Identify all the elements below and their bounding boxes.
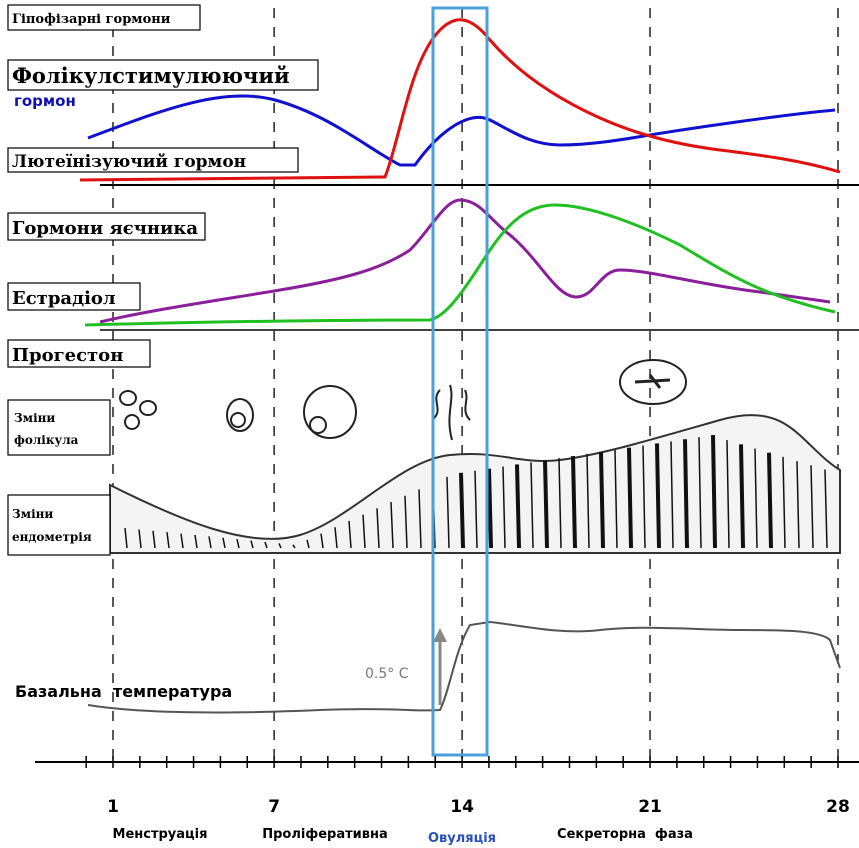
endometrium-label: ендометрія: [12, 530, 92, 544]
gland: [306, 539, 310, 549]
gland: [222, 537, 226, 549]
day-label: 21: [638, 797, 662, 817]
fsh-label: Фолікулстимулюючий: [12, 63, 290, 88]
glands: [124, 435, 828, 549]
phase-label: Менструація: [113, 827, 208, 842]
gland: [362, 514, 366, 549]
gland: [810, 465, 814, 549]
gland: [558, 458, 562, 549]
label-box: [7, 282, 141, 311]
estradiol-curve: [99, 198, 831, 324]
temp-rise: 0.5° C: [365, 666, 409, 682]
gland: [698, 437, 702, 549]
day-label: 1: [107, 797, 119, 817]
rise-arrow-head: [433, 628, 447, 642]
gland: [530, 462, 534, 549]
label-box: [7, 147, 299, 173]
temperature-curve: [87, 620, 841, 714]
gland: [474, 470, 478, 549]
gland: [586, 453, 590, 549]
gland: [767, 452, 773, 549]
gland: [711, 435, 717, 549]
gland: [180, 533, 184, 549]
progesterone-curve: [84, 203, 836, 327]
gland: [796, 461, 800, 549]
gland: [166, 532, 170, 549]
fsh-curve: [87, 94, 836, 167]
label-box: [7, 212, 206, 241]
gland: [320, 533, 324, 549]
gland: [418, 489, 422, 549]
follicle-label: Зміни: [14, 411, 55, 425]
gland: [655, 443, 661, 549]
axis-ticks: [85, 756, 839, 768]
gland: [334, 527, 338, 549]
gland: [138, 529, 142, 549]
label-box: [7, 494, 111, 556]
gland: [543, 460, 549, 549]
gland: [208, 536, 212, 549]
gland: [683, 439, 689, 549]
gland: [487, 468, 493, 549]
label-box: [7, 399, 111, 456]
progesterone-label: Прогестон: [12, 345, 123, 366]
gland: [515, 464, 521, 549]
phase-label: Проліферативна: [262, 827, 388, 842]
gland: [754, 448, 758, 549]
ovarian-label: Гормони яєчника: [12, 218, 198, 239]
temperature-label: Базальна температура: [15, 682, 232, 701]
gland: [642, 445, 646, 549]
estradiol-label: Естрадіол: [12, 288, 116, 309]
gland: [390, 502, 394, 549]
day-label: 7: [268, 797, 280, 817]
lh-label: Лютеїнізуючий гормон: [12, 152, 246, 172]
gland: [404, 495, 408, 549]
gland: [782, 456, 786, 549]
gland: [124, 527, 128, 549]
label-box: [7, 339, 151, 368]
pituitary-label: Гіпофізарні гормони: [12, 12, 171, 27]
gland: [459, 472, 465, 549]
gland: [376, 508, 380, 549]
gland: [264, 541, 268, 549]
gland: [627, 447, 633, 549]
day-lines: [112, 8, 839, 760]
gland: [739, 444, 745, 549]
gland: [599, 451, 605, 549]
gland: [726, 440, 730, 549]
gland: [614, 449, 618, 549]
gland: [194, 534, 198, 549]
gland: [571, 456, 577, 549]
gland: [824, 469, 828, 549]
ovulation-box: [431, 6, 489, 757]
fsh-label-word: гормон: [14, 92, 76, 110]
label-box: [7, 4, 201, 31]
label-box: [7, 59, 319, 91]
gland: [502, 466, 506, 549]
gland: [348, 520, 352, 549]
gland: [670, 441, 674, 549]
day-label: 28: [826, 797, 850, 817]
lh-curve: [79, 18, 841, 182]
gland: [446, 476, 450, 549]
gland: [152, 530, 156, 549]
gland: [292, 544, 296, 549]
endometrium-label: Зміни: [12, 507, 53, 521]
gland: [278, 543, 282, 549]
follicle-label: фолікула: [14, 433, 79, 447]
phase-label: Секреторна фаза: [557, 827, 693, 842]
phase-label: Овуляція: [428, 831, 496, 846]
gland: [236, 539, 240, 549]
day-label: 14: [450, 797, 474, 817]
gland: [250, 540, 254, 549]
follicles: [119, 359, 687, 441]
